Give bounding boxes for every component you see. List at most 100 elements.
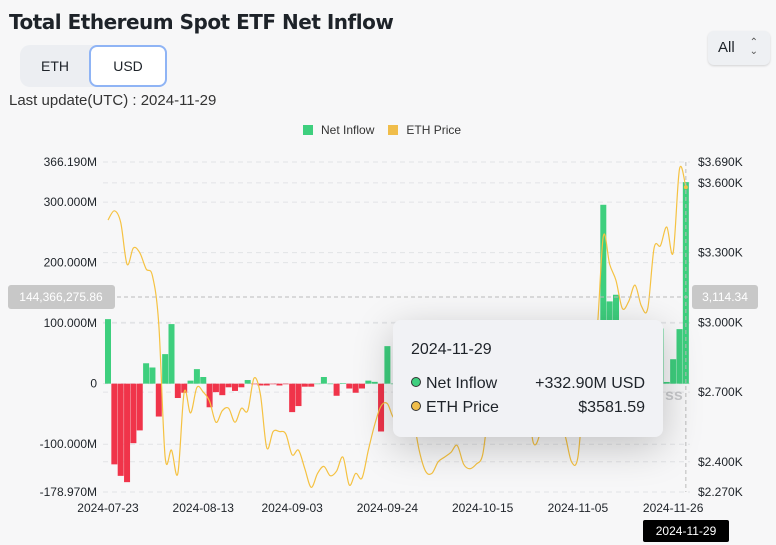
page-title: Total Ethereum Spot ETF Net Inflow [9,10,394,34]
right-axis-tick: $3.690K [698,155,743,169]
inflow-bar [251,383,258,385]
inflow-bar [206,383,213,408]
right-axis-tick: $2.400K [698,455,743,469]
tooltip-value: $3581.59 [578,399,645,416]
right-axis-tick: $3.000K [698,315,743,329]
inflow-bar [225,383,232,388]
x-axis-tick: 2024-10-15 [452,501,514,515]
inflow-bar [212,383,219,393]
range-select[interactable]: All ⌃ ⌄ [708,31,770,65]
unit-usd-button[interactable]: USD [89,45,167,87]
legend-net-inflow[interactable]: Net Inflow [303,123,374,137]
inflow-bar [333,383,340,396]
legend-swatch-icon [303,125,313,135]
crosshair-right-label-box [692,285,758,309]
right-axis-tick: $3.300K [698,246,743,260]
inflow-bar [244,380,251,384]
left-axis-tick: 100.000M [44,316,97,330]
unit-eth-button[interactable]: ETH [41,58,69,74]
inflow-bar [308,383,315,387]
inflow-bar [193,369,200,384]
inflow-bar [371,381,378,384]
tooltip-value: +332.90M USD [535,375,645,392]
x-axis-tick: 2024-07-23 [77,501,139,515]
crosshair-left-label: 144,366,275.86 [19,290,103,304]
x-axis-tick: 2024-08-13 [173,501,235,515]
right-axis-tick: $2.270K [698,485,743,499]
left-axis-tick: -178.970M [40,485,97,499]
tooltip-row-price: ETH Price $3581.59 [411,399,645,417]
inflow-bar [320,377,327,384]
inflow-bar [676,329,683,384]
inflow-bar [219,383,226,396]
unit-toggle: ETH USD [20,45,167,87]
left-axis-tick: 0 [90,377,97,391]
inflow-bar [263,383,270,386]
legend-label: Net Inflow [321,123,375,137]
crosshair-x-label: 2024-11-29 [656,524,717,538]
inflow-bar [295,383,302,407]
legend-eth-price[interactable]: ETH Price [388,123,461,137]
legend-label: ETH Price [406,123,462,137]
inflow-bar [346,383,353,389]
inflow-bar [111,383,118,465]
inflow-bar [187,380,194,384]
inflow-bar [181,383,188,393]
left-axis-tick: 300.000M [44,195,97,209]
left-axis-tick: 200.000M [44,256,97,270]
inflow-bar [282,383,289,385]
legend-swatch-icon [388,125,399,135]
range-select-value: All [718,39,735,56]
inflow-bar [327,383,334,385]
inflow-bar [270,383,277,385]
right-axis-tick: $3.600K [698,176,743,190]
x-axis-tick: 2024-09-03 [261,501,323,515]
right-axis-tick: $2.700K [698,385,743,399]
inflow-bar [238,383,245,388]
inflow-bar [276,383,283,386]
inflow-bar [149,367,156,384]
inflow-bar [162,354,169,384]
left-axis-tick: -100.000M [40,437,97,451]
inflow-bar [384,346,391,384]
inflow-bar [143,363,150,384]
left-axis-tick: 366.190M [44,155,97,169]
inflow-dot-icon [411,377,421,387]
inflow-bar [600,204,607,384]
tooltip-label: Net Inflow [426,375,498,392]
inflow-bar [378,383,385,432]
inflow-bar [136,383,143,431]
inflow-bar [352,383,359,393]
chart-legend: Net Inflow ETH Price [303,123,461,137]
inflow-bar [365,380,372,384]
inflow-bar [200,377,207,384]
inflow-bar [124,383,131,483]
chart-tooltip: 2024-11-29 Net Inflow +332.90M USD ETH P… [393,320,663,437]
inflow-bar [301,383,308,387]
x-axis-tick: 2024-11-05 [548,501,609,515]
inflow-bar [232,383,238,391]
inflow-bar [289,383,296,413]
inflow-bar [168,324,175,384]
crosshair-x-label-box [643,520,729,542]
price-dot-icon [411,401,421,411]
inflow-bar [257,383,264,386]
price-point-marker [683,185,688,190]
inflow-bar [174,383,181,399]
inflow-bar [105,319,111,384]
x-axis-tick: 2024-11-26 [643,501,704,515]
inflow-bar [117,383,124,476]
inflow-bar [339,383,346,384]
crosshair-right-label: 3,114.34 [702,290,748,304]
tooltip-date: 2024-11-29 [411,341,492,358]
x-axis-tick: 2024-09-24 [357,501,419,515]
inflow-bar [155,383,162,417]
inflow-bar [670,359,677,384]
crosshair-left-label-box [8,285,115,309]
last-update: Last update(UTC) : 2024-11-29 [9,92,217,109]
inflow-bar [314,383,321,385]
tooltip-row-inflow: Net Inflow +332.90M USD [411,375,645,393]
inflow-bar [130,383,137,444]
inflow-bar [359,383,365,389]
